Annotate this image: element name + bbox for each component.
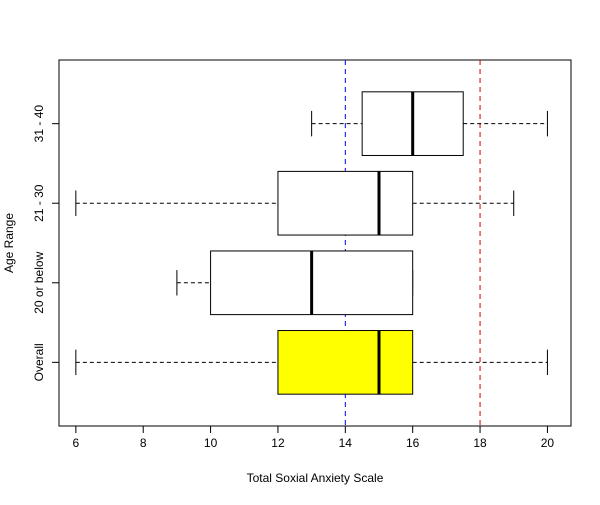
x-tick-label: 8 — [140, 436, 147, 450]
y-tick-label: 21 - 30 — [32, 184, 46, 222]
y-tick-label: Overall — [32, 343, 46, 381]
x-tick-label: 12 — [271, 436, 285, 450]
x-tick-label: 16 — [406, 436, 420, 450]
y-axis: Overall 20 or below 21 - 30 31 - 40 — [32, 105, 60, 381]
x-tick-label: 18 — [473, 436, 487, 450]
box-rect — [277, 170, 414, 236]
box-3 — [311, 91, 548, 156]
boxes-group — [75, 91, 548, 395]
box-rect — [277, 330, 414, 395]
x-tick-label: 20 — [541, 436, 555, 450]
reference-lines — [344, 60, 481, 426]
y-tick-label: 31 - 40 — [32, 105, 46, 143]
box-0 — [75, 330, 548, 395]
x-tick-label: 6 — [72, 436, 79, 450]
x-tick-label: 14 — [339, 436, 353, 450]
x-tick-label: 10 — [204, 436, 218, 450]
x-axis: 6 8 10 12 14 16 18 20 — [72, 425, 555, 450]
box-1 — [176, 250, 414, 316]
y-tick-label: 20 or below — [32, 251, 46, 313]
x-axis-title: Total Soxial Anxiety Scale — [247, 471, 384, 485]
y-axis-title: Age Range — [2, 213, 16, 273]
box-2 — [75, 170, 515, 236]
